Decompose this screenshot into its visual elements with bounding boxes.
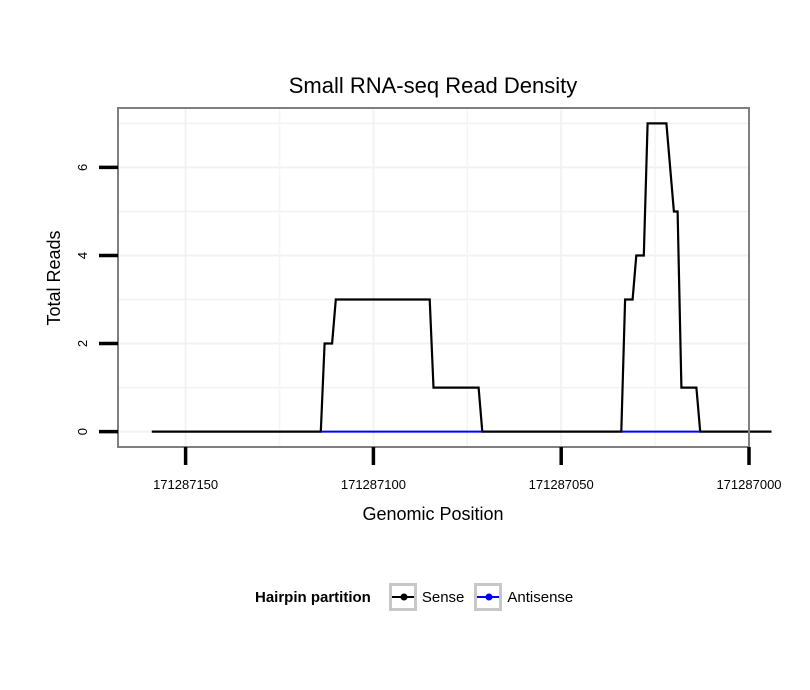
antisense-line-point-icon bbox=[477, 593, 500, 601]
x-axis-label: Genomic Position bbox=[362, 504, 503, 524]
legend: Hairpin partition Sense Antisense bbox=[255, 580, 583, 614]
plot-border bbox=[117, 107, 750, 448]
y-tick-label: 6 bbox=[75, 164, 90, 171]
legend-entry-sense: Sense bbox=[388, 583, 465, 611]
x-tick-label: 171287150 bbox=[153, 477, 218, 492]
legend-key-antisense bbox=[474, 583, 503, 611]
legend-entry-antisense: Antisense bbox=[474, 583, 573, 611]
grid bbox=[118, 108, 750, 447]
chart-title: Small RNA-seq Read Density bbox=[289, 73, 578, 98]
x-tick-label: 171287100 bbox=[341, 477, 406, 492]
legend-label-antisense: Antisense bbox=[507, 588, 574, 606]
legend-label-sense: Sense bbox=[421, 588, 465, 606]
y-tick-label: 2 bbox=[75, 340, 90, 347]
sense-line-point-icon bbox=[391, 593, 414, 601]
y-tick-label: 0 bbox=[75, 428, 90, 435]
y-axis-label: Total Reads bbox=[44, 230, 64, 325]
x-tick-label: 171287050 bbox=[529, 477, 594, 492]
legend-key-sense bbox=[388, 583, 417, 611]
axes: 0 2 4 6 171287150 171287100 171287050 171287000 bbox=[75, 164, 782, 492]
series-line-sense bbox=[151, 122, 772, 433]
series-layer bbox=[151, 122, 772, 433]
x-tick-label: 171287000 bbox=[716, 477, 781, 492]
y-tick-label: 4 bbox=[75, 252, 90, 259]
legend-title: Hairpin partition bbox=[255, 588, 371, 606]
